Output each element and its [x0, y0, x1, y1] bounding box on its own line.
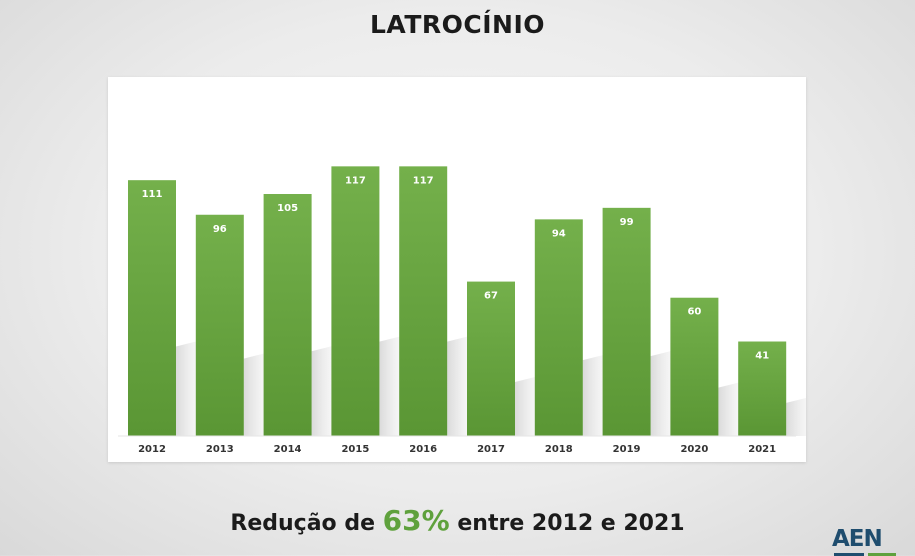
bar-2021: [738, 341, 787, 436]
reduction-percent: 63%: [382, 504, 450, 537]
reduction-caption: Redução de 63% entre 2012 e 2021: [0, 504, 915, 537]
data-label-2013: 96: [213, 224, 227, 235]
x-tick-label-2017: 2017: [477, 444, 505, 455]
bar-2020: [670, 297, 719, 436]
aen-logo: AEN: [832, 526, 902, 556]
bar-2018: [534, 219, 583, 436]
bar-2015: [331, 166, 380, 436]
data-label-2016: 117: [413, 175, 434, 186]
bar-chart: 111 2012 96 2013 105 2014 117 2015 117 2016 67 2017…: [118, 166, 806, 455]
bar-2016: [399, 166, 448, 436]
x-tick-label-2016: 2016: [409, 444, 437, 455]
x-tick-label-2015: 2015: [341, 444, 369, 455]
data-label-2017: 67: [484, 291, 498, 302]
bar-2014: [263, 194, 312, 436]
x-tick-label-2018: 2018: [545, 444, 573, 455]
caption-prefix: Redução de: [230, 511, 375, 536]
x-tick-label-2021: 2021: [748, 444, 776, 455]
bar-shadow: [786, 397, 806, 436]
x-tick-label-2014: 2014: [274, 444, 302, 455]
chart-panel: 111 2012 96 2013 105 2014 117 2015 117 2016 67 2017…: [108, 77, 806, 462]
x-tick-label-2019: 2019: [613, 444, 641, 455]
data-label-2012: 111: [142, 189, 163, 200]
data-label-2021: 41: [755, 351, 769, 362]
data-label-2018: 94: [552, 228, 566, 239]
data-label-2014: 105: [277, 203, 298, 214]
x-tick-label-2012: 2012: [138, 444, 166, 455]
bar-2019: [602, 207, 651, 436]
x-tick-label-2020: 2020: [680, 444, 708, 455]
bar-2012: [128, 180, 176, 436]
data-label-2020: 60: [687, 307, 701, 318]
logo-text: AEN: [832, 526, 883, 552]
bar-2017: [467, 281, 515, 436]
caption-suffix: entre 2012 e 2021: [457, 511, 685, 536]
data-label-2015: 117: [345, 175, 366, 186]
bar-2013: [195, 214, 244, 436]
data-label-2019: 99: [620, 217, 634, 228]
x-tick-label-2013: 2013: [206, 444, 234, 455]
chart-title: LATROCÍNIO: [369, 10, 546, 39]
